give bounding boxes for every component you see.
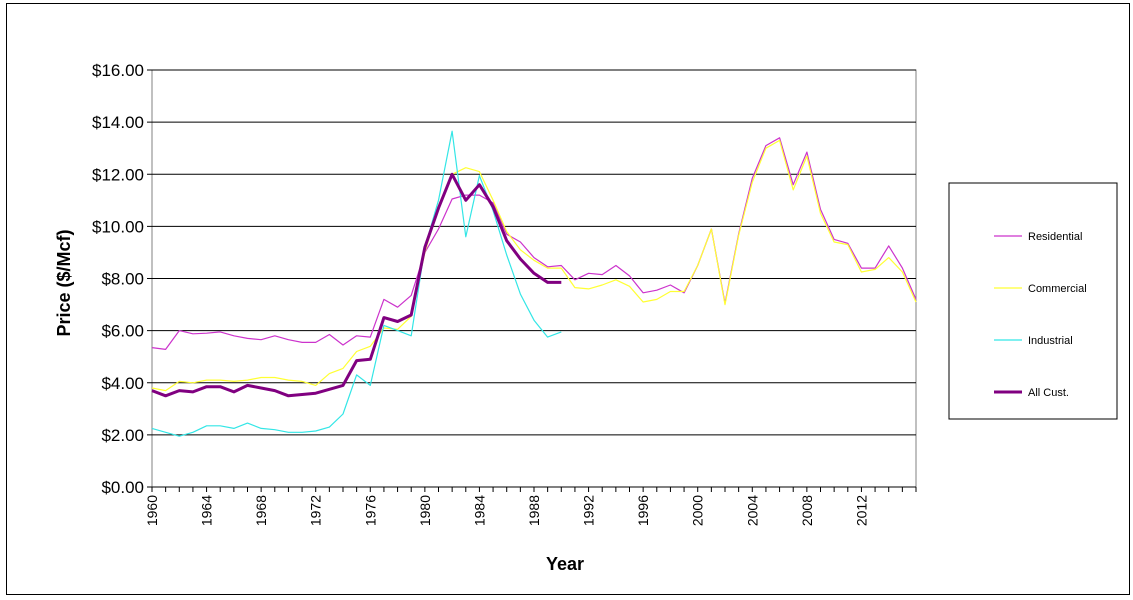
x-tick-label: 1960 [144,495,160,526]
legend-box [948,182,1118,420]
legend-label: All Cust. [1028,387,1069,399]
gridlines [152,69,916,488]
y-axis-ticks: $0.00 $2.00 $4.00 $6.00 $8.00 $10.00 $12.00 $14… [92,61,152,497]
y-tick-label: $0.00 [101,478,144,497]
y-tick-label: $14.00 [92,113,144,132]
x-tick-label: 1972 [308,495,324,526]
y-tick-label: $12.00 [92,165,144,184]
x-axis-ticks: 1960 1964 1968 1972 1976 1980 1984 1988 1992 1996… [144,487,917,526]
x-tick-label: 1980 [417,495,433,526]
series-line-commercial [151,139,917,392]
series-line-all-cust [151,172,562,398]
x-tick-label: 1988 [526,495,542,526]
y-axis-title: Price ($/Mcf) [54,229,74,336]
y-tick-label: $10.00 [92,217,144,236]
y-tick-label: $4.00 [101,374,144,393]
y-tick-label: $16.00 [92,61,144,80]
x-axis-title: Year [546,554,584,574]
legend-label: Industrial [1028,335,1073,347]
x-tick-label: 1984 [471,495,487,526]
legend-label: Residential [1028,231,1082,243]
legend: Residential Commercial Industrial All Cust. [948,182,1118,420]
series-layer [151,130,917,437]
x-tick-label: 2000 [690,495,706,526]
x-tick-label: 1964 [199,495,215,526]
y-tick-label: $2.00 [101,426,144,445]
x-tick-label: 2008 [799,495,815,526]
y-tick-label: $6.00 [101,322,144,341]
x-tick-label: 2012 [853,495,869,526]
legend-label: Commercial [1028,283,1087,295]
x-tick-label: 1968 [253,495,269,526]
series-line-residential [151,137,917,350]
x-tick-label: 1976 [362,495,378,526]
y-tick-label: $8.00 [101,270,144,289]
x-tick-label: 1996 [635,495,651,526]
x-tick-label: 2004 [744,495,760,526]
x-tick-label: 1992 [581,495,597,526]
